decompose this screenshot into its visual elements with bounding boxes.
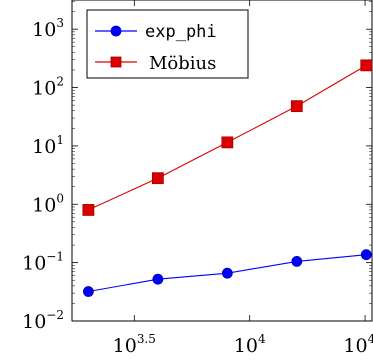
legend: exp_phi Möbius [86, 9, 249, 79]
data-point-mobius [221, 136, 234, 149]
data-point-exp-phi [221, 267, 233, 279]
legend-marker-exp-phi [110, 25, 122, 37]
y-tick-label: 100 [32, 191, 64, 216]
x-tick-label: 103.5 [113, 332, 156, 357]
y-tick-label: 103 [32, 16, 64, 41]
legend-label-mobius: Möbius [149, 53, 216, 74]
legend-marker-mobius [110, 56, 122, 68]
data-point-mobius [360, 59, 373, 72]
y-tick-label: 102 [32, 75, 64, 100]
data-point-exp-phi [152, 273, 164, 285]
data-point-exp-phi [360, 249, 372, 261]
data-point-mobius [82, 204, 95, 216]
y-tick-label: 10−2 [22, 308, 64, 333]
tick-labels: 10−2 10−1 100 101 102 103 103.5 104 104.5 [22, 16, 373, 357]
plot-frame [71, 0, 373, 322]
data-point-exp-phi [82, 286, 94, 297]
data-point-exp-phi [291, 255, 303, 267]
x-tick-label: 104.5 [343, 332, 373, 357]
y-tick-label: 10−1 [22, 250, 64, 275]
x-tick-label: 104 [234, 332, 266, 357]
legend-label-exp-phi: exp_phi [145, 22, 217, 42]
series-layer [82, 59, 373, 297]
y-tick-label: 101 [32, 133, 64, 158]
data-point-mobius [290, 100, 303, 113]
data-point-mobius [151, 172, 164, 185]
ticks [72, 0, 372, 322]
